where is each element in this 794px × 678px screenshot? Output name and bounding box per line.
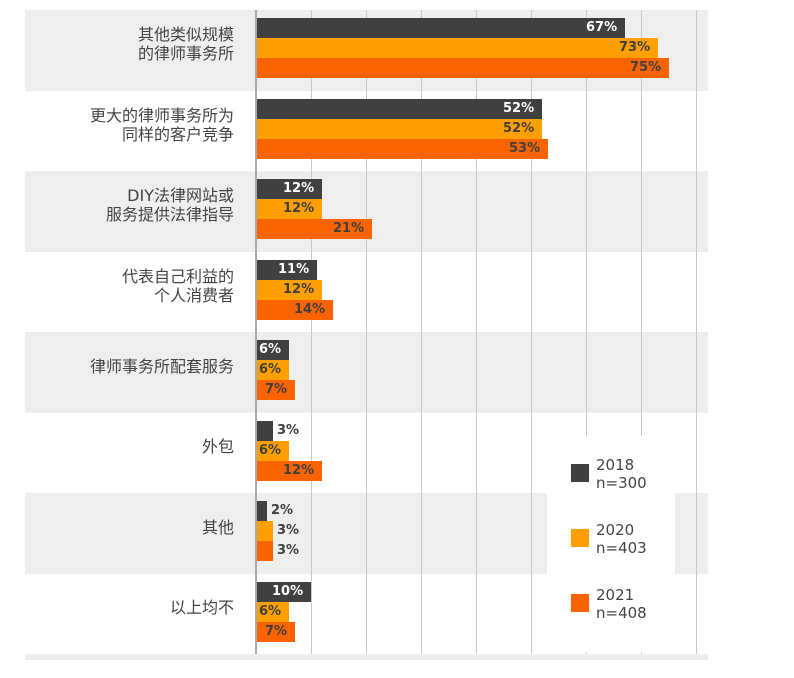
category-label-line: 其他 [201,517,234,537]
gridline [311,10,312,654]
legend-text: 2020 n=403 [596,521,647,557]
legend-year: 2021 [596,586,635,604]
bar-2021 [256,138,548,159]
value-label: 75% [630,60,662,75]
bar-2021 [256,541,273,561]
category-label-line: 服务提供法律指导 [105,205,234,225]
gridline [641,10,642,654]
category-label: 其他类似规模 的律师事务所 [14,25,234,63]
category-label: DIY法律网站或 服务提供法律指导 [14,186,234,224]
value-label: 52% [503,100,535,116]
value-label: 2% [271,503,294,518]
value-label: 73% [619,40,651,55]
category-label-line: 同样的客户竞争 [121,124,234,144]
legend-text: 2021 n=408 [596,586,647,622]
bar-2020 [256,360,289,380]
bar-2020 [256,38,658,58]
category-label-line: 的律师事务所 [137,44,234,64]
legend-swatch [571,594,589,612]
bar-2018 [256,501,267,521]
legend: 2018 n=300 2020 n=403 2021 n=408 [547,436,675,652]
value-label: 12% [283,181,315,196]
legend-swatch [571,464,589,482]
value-label: 52% [503,120,535,136]
value-label: 6% [259,342,282,357]
gridline [366,10,367,654]
value-label: 12% [283,462,315,478]
value-label: 3% [277,543,300,558]
category-label-line: 更大的律师事务所为 [89,105,234,125]
bar-2021 [256,380,295,400]
bottom-strip [25,654,708,660]
category-label-line: DIY法律网站或 [127,186,234,206]
bar-2020 [256,118,542,139]
bar-2020 [256,440,289,461]
bar-2018 [256,420,273,441]
category-label-line: 以上均不 [169,598,234,618]
value-label: 6% [259,362,282,377]
category-label: 外包 [14,437,234,456]
legend-year: 2018 [596,456,635,474]
value-label: 11% [278,261,310,277]
bar-2018 [256,179,322,199]
value-label: 53% [509,140,541,156]
legend-swatch [571,529,589,547]
bar-2020 [256,601,289,622]
gridline [531,10,532,654]
value-label: 3% [277,422,300,438]
bar-2021 [256,219,372,239]
value-label: 12% [283,281,315,297]
legend-sample-size: n=408 [596,604,647,622]
bar-2020 [256,199,322,219]
legend-sample-size: n=403 [596,539,647,557]
category-label-line: 其他类似规模 [137,25,234,45]
category-label-line: 外包 [201,437,234,457]
gridline [696,10,697,654]
bar-2018 [256,259,317,280]
value-label: 6% [259,603,282,619]
value-label: 10% [272,583,304,599]
bar-2021 [256,621,295,642]
legend-text: 2018 n=300 [596,456,647,492]
bar-2021 [256,460,322,481]
gridline [421,10,422,654]
bar-2020 [256,521,273,541]
value-label: 7% [265,382,288,397]
category-label: 更大的律师事务所为 同样的客户竞争 [14,106,234,144]
legend-sample-size: n=300 [596,474,647,492]
bar-2021 [256,58,669,78]
category-label: 代表自己利益的 个人消费者 [14,267,234,305]
category-label-line: 律师事务所配套服务 [89,356,234,376]
gridline [476,10,477,654]
value-label: 21% [333,221,365,236]
bar-2018 [256,340,289,360]
y-axis-line [255,10,257,654]
value-label: 14% [294,301,326,317]
value-label: 7% [265,623,288,639]
bar-2018 [256,98,542,119]
value-label: 6% [259,442,282,458]
bar-2021 [256,299,333,320]
category-label-line: 个人消费者 [153,285,234,305]
bar-2020 [256,279,322,300]
category-label: 律师事务所配套服务 [14,357,234,376]
gridline [586,10,587,654]
category-label-line: 代表自己利益的 [121,266,234,286]
value-label: 3% [277,523,300,538]
value-label: 12% [283,201,315,216]
legend-year: 2020 [596,521,635,539]
bar-2018 [256,581,311,602]
category-label: 其他 [14,518,234,537]
category-label: 以上均不 [14,598,234,617]
value-label: 67% [586,20,618,35]
bar-2018 [256,18,625,38]
